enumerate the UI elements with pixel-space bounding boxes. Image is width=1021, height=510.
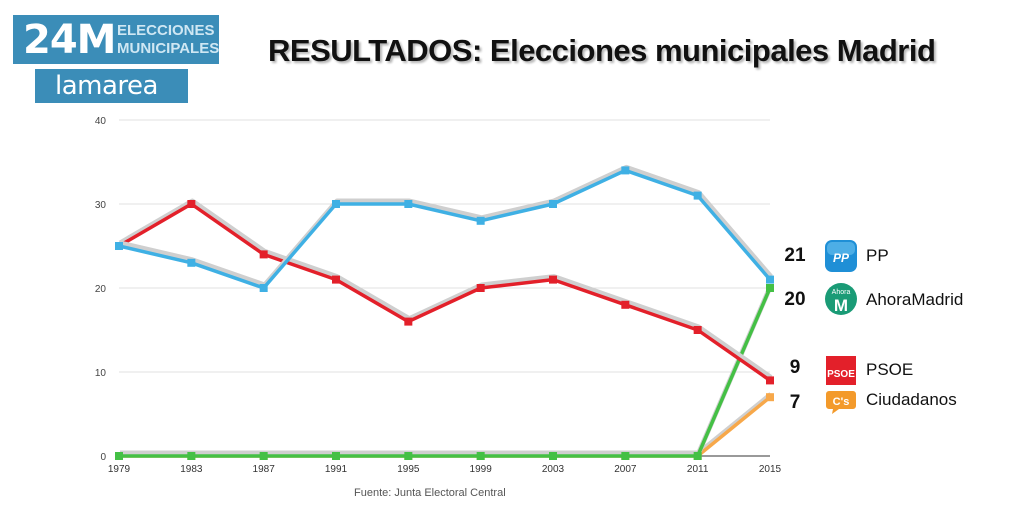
badge-line-2: MUNICIPALES bbox=[117, 40, 220, 57]
data-point-ahoramadrid bbox=[476, 452, 485, 460]
legend-name-ciudadanos: Ciudadanos bbox=[866, 390, 957, 409]
data-point-ahoramadrid bbox=[693, 452, 702, 460]
data-point-ahoramadrid bbox=[187, 452, 196, 460]
data-point-psoe bbox=[621, 300, 630, 309]
chart-series bbox=[115, 164, 774, 460]
legend-name-psoe: PSOE bbox=[866, 360, 914, 379]
pp-logo-icon: PP bbox=[824, 239, 858, 273]
data-point-psoe bbox=[693, 326, 702, 334]
data-point-pp bbox=[115, 242, 123, 250]
psoe-logo-text: PSOE bbox=[827, 369, 855, 380]
data-point-pp bbox=[476, 216, 485, 225]
source-note: Fuente: Junta Electoral Central bbox=[354, 487, 506, 499]
series-shadow-ahoramadrid bbox=[120, 284, 774, 456]
chart-axes: 0 10 20 30 40 1979 1983 1987 1991 1995 1999 2003 200… bbox=[95, 116, 782, 475]
data-point-ahoramadrid bbox=[115, 452, 123, 460]
x-tick-label: 1979 bbox=[108, 464, 131, 475]
y-tick-label: 10 bbox=[95, 368, 107, 379]
ciudadanos-logo-icon: C's bbox=[824, 383, 858, 417]
y-tick-label: 20 bbox=[95, 284, 107, 295]
series-shadow-ciudadanos bbox=[120, 392, 773, 456]
series-line-ahoramadrid bbox=[119, 287, 772, 458]
data-point-psoe bbox=[332, 275, 340, 284]
data-point-psoe bbox=[766, 376, 774, 385]
series-line-ciudadanos bbox=[119, 395, 772, 458]
series-shadow-pp bbox=[119, 164, 773, 288]
data-point-ahoramadrid bbox=[332, 452, 340, 460]
psoe-logo-icon: PSOE bbox=[824, 353, 858, 387]
y-tick-label: 40 bbox=[95, 116, 107, 127]
x-tick-label: 2007 bbox=[614, 464, 637, 475]
ahoramadrid-logo-text: Ahora bbox=[832, 289, 851, 296]
legend-value-psoe: 9 bbox=[789, 357, 801, 378]
data-point-ahoramadrid bbox=[549, 452, 557, 460]
data-point-pp bbox=[259, 284, 268, 292]
data-point-pp bbox=[766, 275, 774, 284]
data-point-psoe bbox=[549, 275, 557, 284]
data-point-pp bbox=[621, 166, 630, 175]
data-point-pp bbox=[693, 191, 702, 200]
brand-logo: lamarea bbox=[35, 69, 188, 103]
x-tick-label: 1991 bbox=[325, 464, 348, 475]
series-line-psoe bbox=[118, 202, 772, 382]
data-point-pp bbox=[549, 200, 557, 208]
data-point-ahoramadrid bbox=[621, 452, 630, 460]
ahoramadrid-logo-icon: Ahora M bbox=[824, 282, 858, 316]
x-tick-label: 1987 bbox=[253, 464, 276, 475]
ahoramadrid-logo-letter: M bbox=[834, 296, 848, 315]
data-point-ahoramadrid bbox=[404, 452, 413, 460]
data-point-psoe bbox=[259, 250, 268, 259]
y-tick-label: 0 bbox=[100, 452, 106, 463]
chart-grid bbox=[119, 119, 770, 373]
legend-value-ciudadanos: 7 bbox=[789, 392, 801, 413]
legend-value-pp: 21 bbox=[784, 245, 806, 266]
data-point-pp bbox=[187, 258, 196, 267]
x-tick-label: 2011 bbox=[687, 464, 709, 475]
badge-line-1: ELECCIONES bbox=[117, 22, 215, 39]
x-tick-label: 2003 bbox=[542, 464, 565, 475]
data-point-psoe bbox=[476, 284, 485, 292]
data-point-psoe bbox=[187, 200, 196, 208]
data-point-pp bbox=[332, 200, 340, 208]
x-tick-label: 1983 bbox=[180, 464, 203, 475]
ciudadanos-logo-text: C's bbox=[833, 396, 850, 408]
data-point-pp bbox=[404, 200, 413, 208]
data-point-ciudadanos bbox=[766, 393, 774, 402]
legend-value-ahoramadrid: 20 bbox=[784, 289, 806, 310]
data-point-psoe bbox=[404, 317, 413, 326]
legend-name-ahoramadrid: AhoraMadrid bbox=[866, 290, 964, 309]
legend-name-pp: PP bbox=[866, 246, 889, 265]
series-shadow-psoe bbox=[118, 198, 773, 380]
data-point-ahoramadrid bbox=[766, 284, 774, 292]
event-badge: 24M ELECCIONES MUNICIPALES bbox=[13, 15, 219, 64]
data-point-ahoramadrid bbox=[259, 452, 268, 460]
series-line-pp bbox=[118, 168, 772, 290]
x-tick-label: 1999 bbox=[470, 464, 493, 475]
y-tick-label: 30 bbox=[95, 200, 107, 211]
badge-number: 24M bbox=[23, 17, 116, 63]
page-title: RESULTADOS: Elecciones municipales Madri… bbox=[268, 33, 936, 68]
pp-logo-text: PP bbox=[833, 251, 850, 265]
x-tick-label: 2015 bbox=[759, 464, 782, 475]
x-tick-label: 1995 bbox=[397, 464, 420, 475]
